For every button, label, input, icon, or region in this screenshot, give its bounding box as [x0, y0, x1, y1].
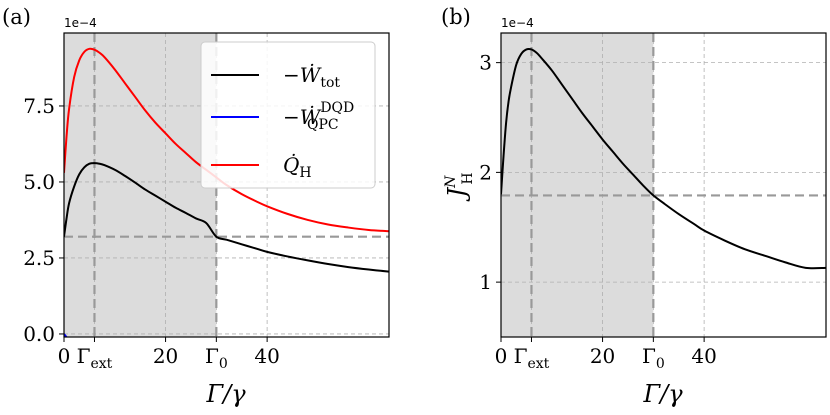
panel-b-ytick-label-1: 2 — [479, 160, 492, 184]
panel-b-shaded-region — [501, 33, 654, 337]
legend-label-w-tot: −Ẇtot — [283, 63, 340, 91]
panel-b-series — [501, 47, 826, 270]
panel-a-xtick-label-2: 20 — [153, 344, 178, 368]
panel-b-x-axis-label: Γ/γ — [642, 380, 683, 408]
legend-label-w-qpc: −ẆDQD QPC — [283, 100, 354, 133]
panel-a-xtick-label-0: 0 — [58, 344, 71, 368]
panel-a-ytick-label-2: 5.0 — [23, 170, 55, 194]
panel-b-xtick-label-0: 0 — [495, 344, 508, 368]
legend-label-q-h: Q̇H — [283, 153, 312, 181]
panel-a-series — [64, 47, 389, 337]
panel-b-series-line-0 — [501, 47, 826, 270]
panel-a-frame — [63, 32, 390, 338]
panel-a-legend: −Ẇtot −ẆDQD QPC Q̇H — [200, 41, 376, 189]
panel-a-xtick-label-4: 40 — [254, 344, 279, 368]
panel-a-series-line-0 — [64, 162, 389, 273]
panel-a: (a) 1e−4 0 Γext 20 Γ0 40 0.0 2.5 5.0 7.5 Γ/γ −Ẇt… — [2, 5, 390, 408]
panel-b-ytick-label-2: 3 — [479, 51, 492, 75]
legend-box — [200, 41, 376, 189]
panel-a-xtick-label-1: Γext — [77, 344, 113, 372]
panel-b-y-exponent: 1e−4 — [501, 16, 534, 30]
panel-a-y-exponent: 1e−4 — [64, 16, 97, 30]
panel-a-label: (a) — [2, 5, 31, 29]
panel-b-ticks: 0 Γext 20 Γ0 40 1 2 3 — [479, 51, 717, 372]
panel-a-series-line-2 — [64, 47, 389, 233]
panel-b-reference-lines — [501, 33, 826, 337]
panel-a-xtick-label-3: Γ0 — [205, 344, 228, 372]
panel-b: (b) 1e−4 0 Γext 20 Γ0 40 1 2 3 Γ/γ JNH — [441, 5, 827, 408]
panel-b-xtick-label-1: Γext — [514, 344, 550, 372]
panel-b-ytick-label-0: 1 — [479, 270, 492, 294]
panel-a-ticks: 0 Γext 20 Γ0 40 0.0 2.5 5.0 7.5 — [23, 94, 280, 372]
panel-a-ytick-label-1: 2.5 — [23, 246, 55, 270]
panel-a-ytick-label-3: 7.5 — [23, 94, 55, 118]
panel-b-y-axis-label: JNH — [443, 172, 476, 202]
panel-a-ytick-label-0: 0.0 — [23, 322, 55, 346]
panel-b-frame — [500, 32, 827, 338]
panel-b-xtick-label-2: 20 — [590, 344, 615, 368]
panel-b-xtick-label-4: 40 — [691, 344, 716, 368]
panel-a-x-axis-label: Γ/γ — [205, 380, 246, 408]
panel-b-xtick-label-3: Γ0 — [642, 344, 665, 372]
panel-b-label: (b) — [441, 5, 471, 29]
